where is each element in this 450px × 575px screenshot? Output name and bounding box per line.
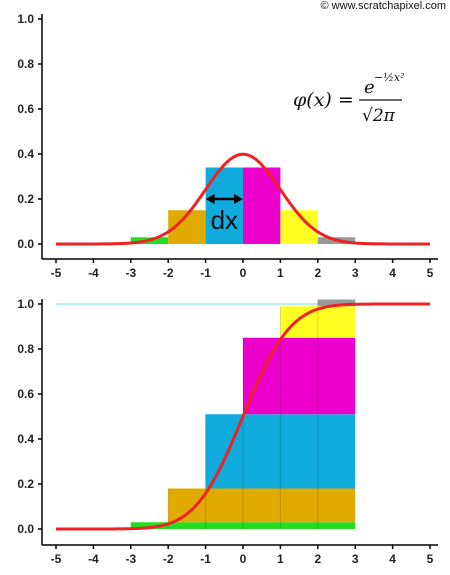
x-tick-label: 5 (427, 266, 434, 280)
x-tick-label: -5 (51, 552, 62, 566)
curve-pdf (55, 152, 431, 246)
y-tick-label: 0.4 (17, 432, 34, 446)
y-tick-label: 0.0 (17, 237, 34, 251)
x-tick-label: -2 (163, 552, 174, 566)
formula-denominator: √2π (362, 106, 396, 126)
formula-lhs: φ(x) = (293, 89, 354, 111)
x-tick-label: 1 (277, 552, 284, 566)
stacked-bar-2 (205, 414, 356, 489)
y-tick-label: 0.6 (17, 387, 34, 401)
x-tick-label: -1 (200, 552, 211, 566)
pdf-chart: 0.0 0.2 0.4 0.6 0.8 1.0 -5 -4 -3 -2 -1 0 1 2 3 4 5 dx (17, 12, 438, 280)
x-tick-label: 3 (352, 266, 359, 280)
y-tick-label: 0.2 (17, 192, 34, 206)
x-tick-label: 0 (240, 266, 247, 280)
x-tick-label: -3 (125, 552, 136, 566)
y-tick-label: 0.4 (17, 147, 34, 161)
stacked-bar-0 (130, 522, 356, 529)
x-tick-label: -4 (88, 266, 99, 280)
x-tick-label: -1 (200, 266, 211, 280)
stacked-bar-5 (317, 299, 356, 307)
y-tick-label: 0.6 (17, 102, 34, 116)
x-tick-label: 1 (277, 266, 284, 280)
x-tick-label: 2 (314, 266, 321, 280)
y-tick-label: 0.8 (17, 342, 34, 356)
y-tick-label: 0.0 (17, 522, 34, 536)
x-tick-label: -5 (51, 266, 62, 280)
y-tick-label: 0.8 (17, 57, 34, 71)
dx-arrow-head-right (234, 194, 243, 204)
copyright-text: © www.scratchapixel.com (320, 0, 446, 12)
x-tick-label: -4 (88, 552, 99, 566)
cdf-chart: 0.0 0.2 0.4 0.6 0.8 1.0 -5 -4 -3 -2 -1 0 1 2 3 4 5 (17, 297, 438, 566)
y-tick-label: 1.0 (17, 12, 34, 26)
dx-arrow-head-left (205, 194, 215, 204)
stacked-bar-1 (168, 488, 356, 523)
stacked-bar-4 (280, 306, 356, 338)
x-tick-label: -2 (163, 266, 174, 280)
formula: φ(x) = e −½x² √2π (293, 71, 405, 126)
x-tick-label: 2 (314, 552, 321, 566)
x-tick-label: 5 (427, 552, 434, 566)
dx-label: dx (211, 205, 238, 235)
x-tick-label: -3 (125, 266, 136, 280)
y-tick-label: 0.2 (17, 477, 34, 491)
formula-numerator-exponent: −½x² (374, 71, 405, 84)
curve-cdf (55, 302, 431, 531)
x-tick-label: 4 (389, 266, 396, 280)
x-tick-label: 3 (352, 552, 359, 566)
x-tick-label: 0 (240, 552, 247, 566)
x-tick-label: 4 (389, 552, 396, 566)
y-tick-label: 1.0 (17, 297, 34, 311)
formula-numerator-base: e (364, 77, 375, 98)
